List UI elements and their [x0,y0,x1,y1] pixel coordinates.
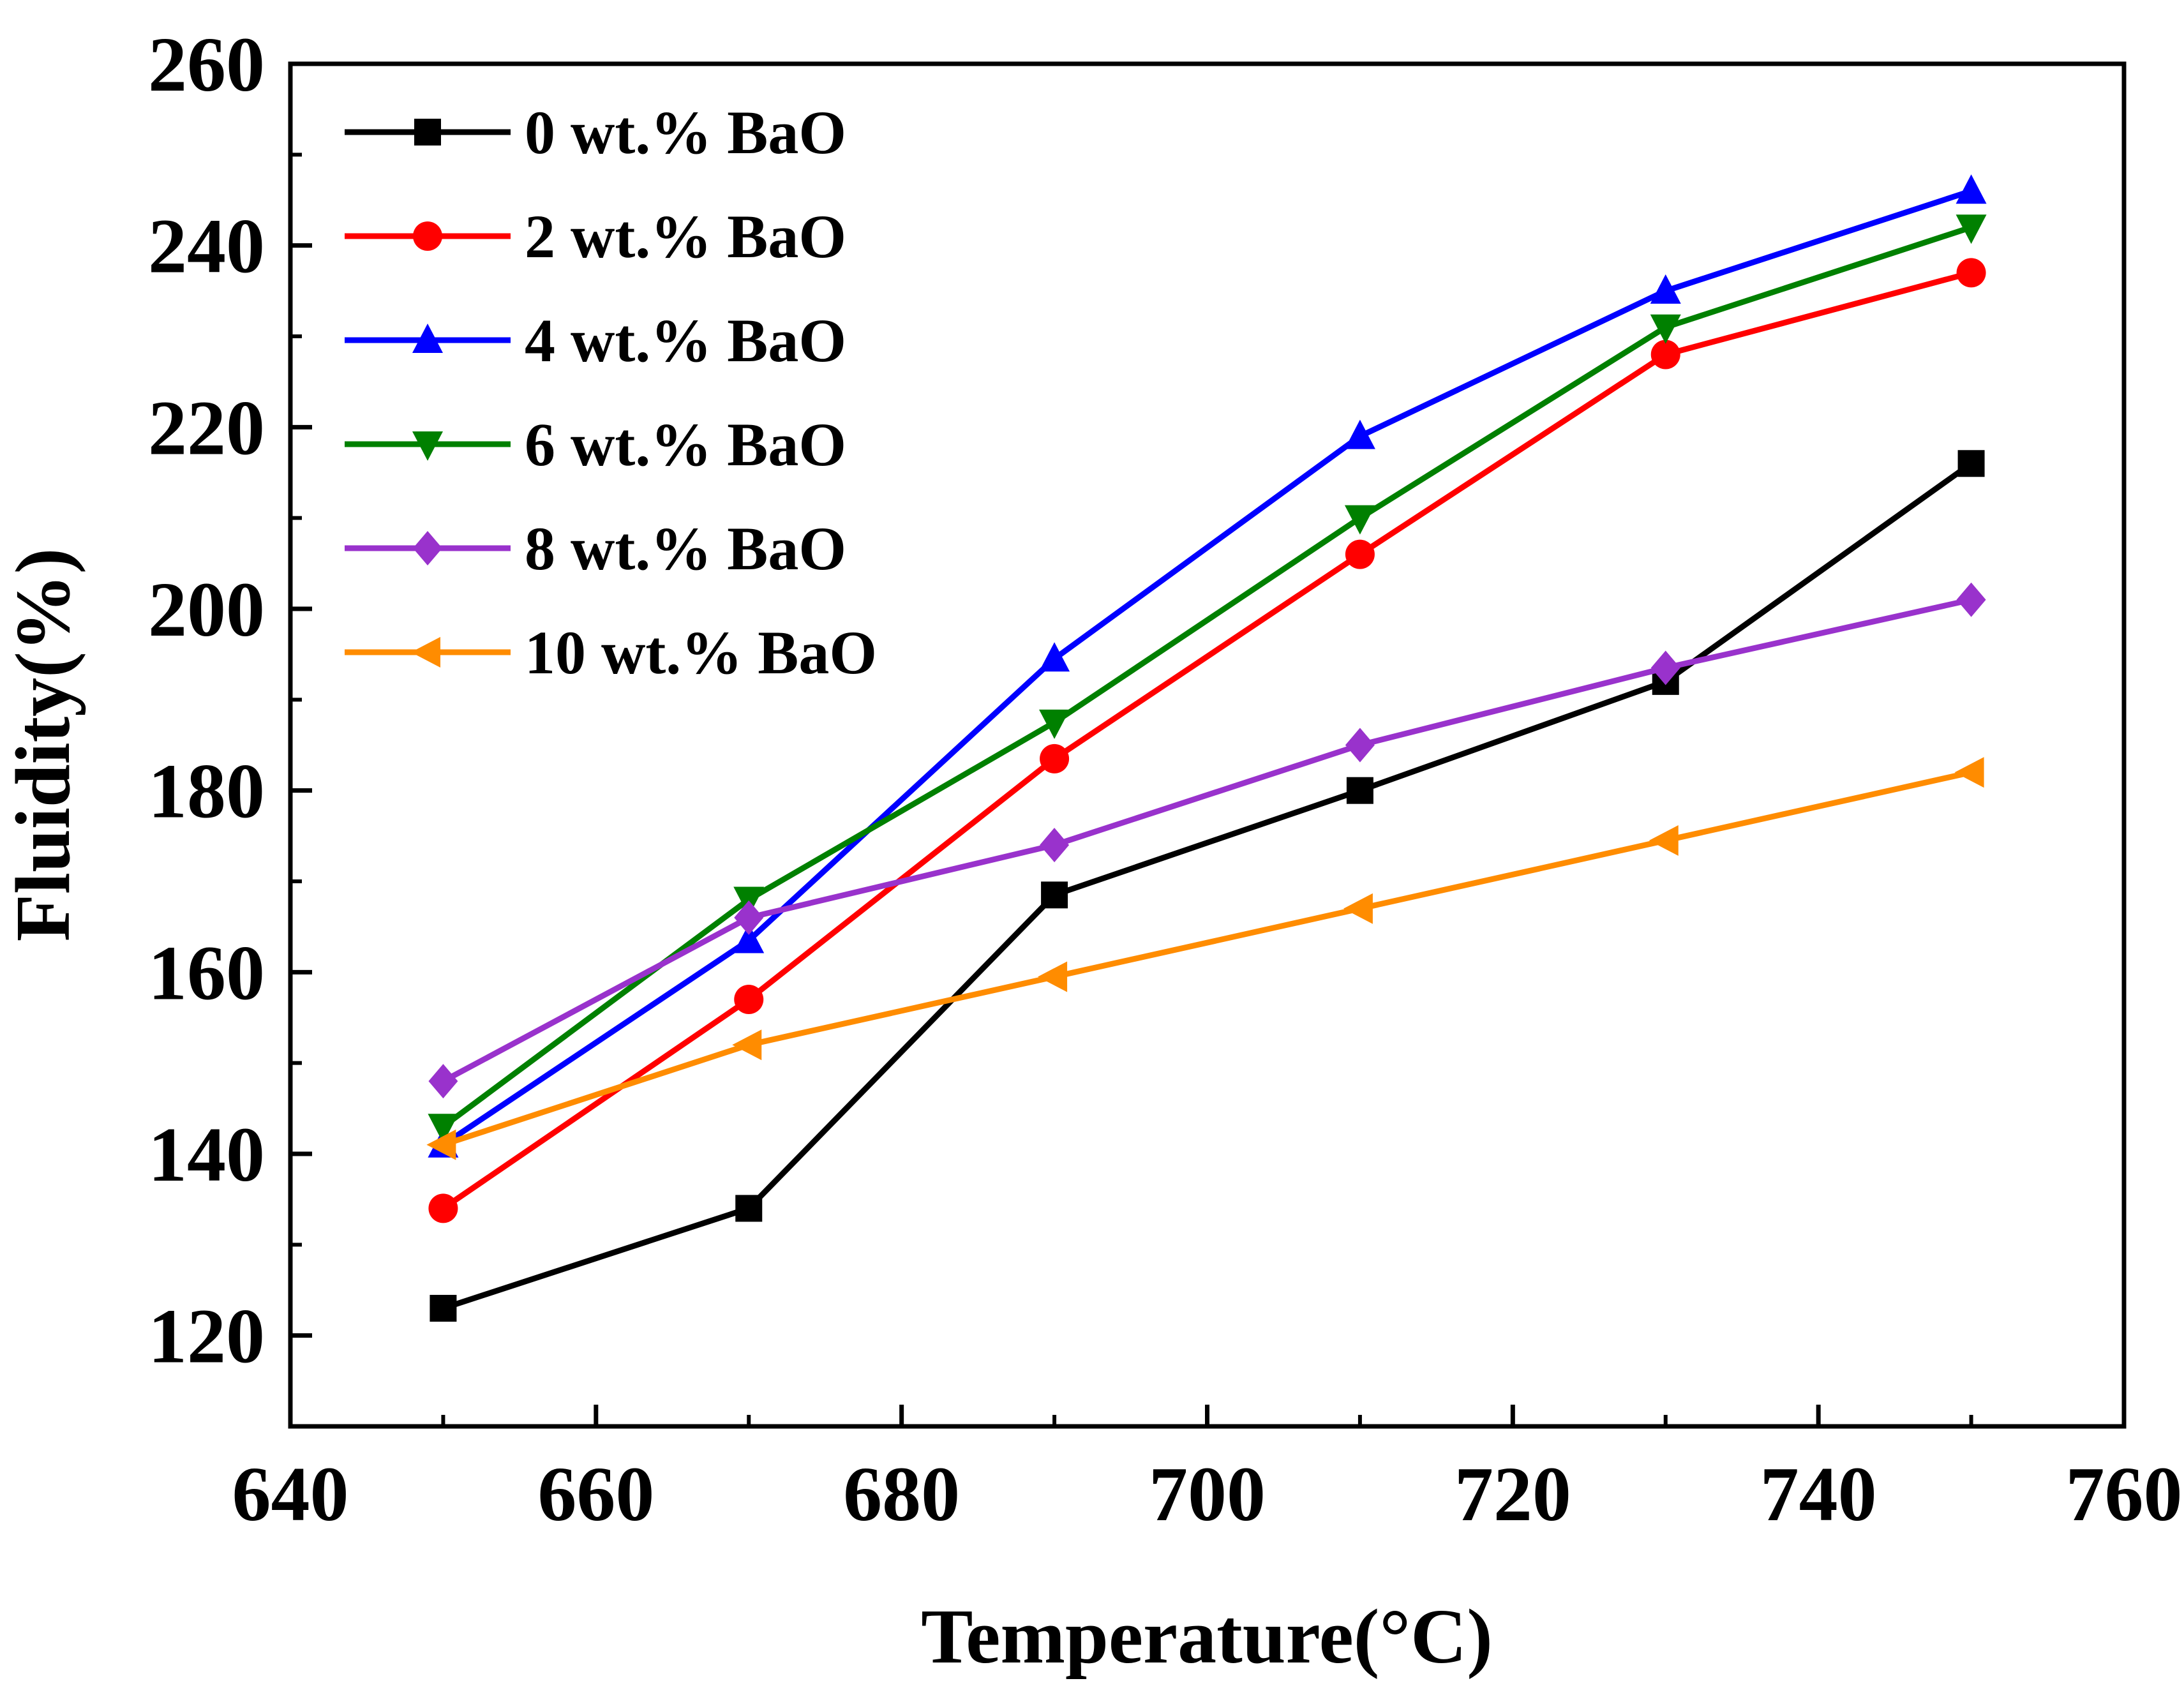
data-point [428,1193,458,1223]
y-tick-label: 240 [148,204,265,290]
data-point [426,1129,456,1160]
series-line [441,188,1972,1147]
y-tick-label: 160 [148,930,265,1016]
series-layer [426,174,1987,1322]
data-point [1041,881,1068,909]
data-point [1040,743,1070,773]
data-point [1650,340,1680,370]
legend-entry: 10 wt.% BaO [345,618,877,687]
series-line [441,224,1972,1129]
legend-entry: 4 wt.% BaO [345,306,846,375]
series-4-wt-bao [428,174,1987,1158]
data-point [428,1064,458,1099]
x-axis-ticks: 640 660 680 700 720 740 760 [232,1405,2183,1537]
data-point [1956,214,1987,244]
legend-label: 0 wt.% BaO [525,98,846,167]
data-point [430,1294,457,1322]
data-point [1039,642,1070,672]
x-tick-label: 720 [1455,1451,1571,1537]
data-point [1650,650,1680,685]
legend-marker [412,324,443,353]
y-tick-label: 220 [148,385,265,471]
legend-label: 8 wt.% BaO [525,514,846,583]
legend-marker [412,431,443,461]
legend-entry: 8 wt.% BaO [345,514,846,583]
data-point [1345,539,1375,569]
data-point [1344,419,1375,449]
data-point [1040,828,1070,863]
data-point [1957,450,1985,477]
legend-entry: 6 wt.% BaO [345,410,846,479]
x-axis-title: Temperature(°C) [921,1594,1493,1680]
data-point [1649,825,1679,856]
y-tick-label: 120 [148,1294,265,1380]
legend-marker [413,531,442,565]
data-point [1956,174,1987,204]
data-point [1650,274,1681,304]
series-8-wt-bao [428,582,1986,1099]
data-point [732,1029,762,1061]
data-point [734,900,764,935]
legend-marker [414,119,441,146]
legend: 0 wt.% BaO 2 wt.% BaO 4 wt.% BaO 6 wt.% BaO… [345,98,877,687]
series-line [442,597,1972,1084]
data-point [734,985,764,1015]
y-axis-title: Fluidity(%) [0,548,86,942]
series-line [442,461,1973,1311]
legend-marker [413,221,442,251]
legend-label: 6 wt.% BaO [525,410,846,479]
plot-frame [288,61,2127,1429]
y-axis-ticks: 120 140 160 180 200 220 240 260 [148,22,312,1428]
x-tick-label: 660 [537,1451,654,1537]
x-tick-label: 700 [1149,1451,1266,1537]
data-point [1956,582,1986,617]
series-0-wt-bao [430,450,1985,1322]
series-line [442,769,1972,1148]
data-point [735,1195,763,1222]
data-point [1039,709,1070,739]
legend-label: 10 wt.% BaO [525,618,877,687]
data-point [1956,258,1986,288]
data-point [733,923,765,953]
data-point [1344,505,1375,535]
legend-entry: 0 wt.% BaO [345,98,846,167]
data-point [1954,757,1984,788]
data-point [1345,728,1375,763]
x-tick-label: 740 [1760,1451,1877,1537]
legend-marker [411,637,440,668]
legend-label: 2 wt.% BaO [525,202,846,271]
series-2-wt-bao [428,258,1986,1223]
data-point [1650,314,1681,344]
data-point [1343,893,1373,924]
data-point [428,1114,459,1144]
series-line [441,270,1972,1211]
x-tick-label: 640 [232,1451,349,1537]
x-tick-label: 760 [2066,1451,2183,1537]
y-tick-label: 200 [148,567,265,653]
data-point [1038,961,1068,992]
series-10-wt-bao [426,757,1984,1160]
y-tick-label: 180 [148,749,265,835]
y-tick-label: 260 [148,22,265,108]
legend-label: 4 wt.% BaO [525,306,846,375]
legend-entry: 2 wt.% BaO [345,202,846,271]
x-tick-label: 680 [843,1451,960,1537]
y-tick-label: 140 [148,1112,265,1198]
series-6-wt-bao [428,214,1987,1144]
data-point [1346,777,1373,804]
